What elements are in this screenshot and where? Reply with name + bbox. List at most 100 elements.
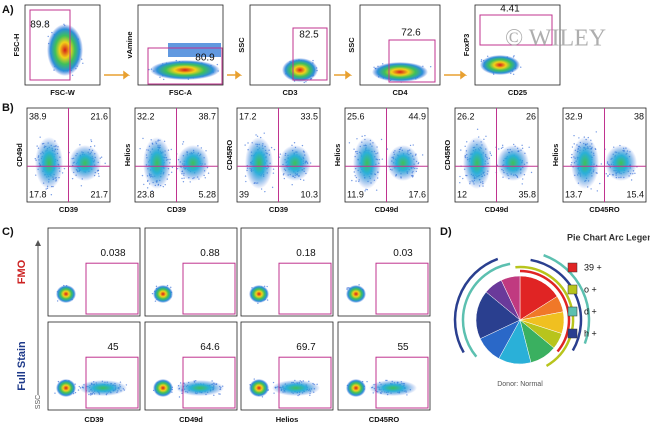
event-dot bbox=[573, 143, 575, 145]
event-dot bbox=[61, 172, 64, 174]
pie-arc bbox=[519, 269, 571, 353]
events bbox=[56, 284, 76, 303]
event-dot bbox=[100, 156, 103, 158]
gate bbox=[29, 9, 71, 81]
x-axis-label: CD39 bbox=[59, 205, 78, 214]
plot-frame bbox=[337, 227, 431, 317]
event-dot bbox=[466, 141, 468, 143]
event-dot bbox=[513, 55, 515, 57]
event-dot bbox=[502, 146, 504, 149]
event-dot bbox=[50, 194, 53, 196]
event-dot bbox=[355, 180, 357, 182]
event-dot bbox=[600, 163, 603, 165]
events bbox=[54, 379, 77, 397]
event-dot bbox=[480, 59, 483, 61]
event-dot bbox=[151, 190, 153, 192]
events bbox=[139, 137, 174, 192]
density bbox=[153, 285, 173, 303]
x-axis-label: CD4 bbox=[392, 88, 408, 97]
event-dot bbox=[312, 59, 314, 62]
density bbox=[605, 145, 637, 181]
event-dot bbox=[80, 185, 83, 187]
event-dot bbox=[353, 148, 355, 150]
event-dot bbox=[301, 144, 304, 147]
density bbox=[56, 379, 76, 397]
event-dot bbox=[464, 145, 466, 148]
gate bbox=[182, 356, 236, 409]
y-axis-label: vAmine bbox=[125, 31, 134, 58]
gate-value: 55 bbox=[397, 342, 409, 353]
event-dot bbox=[522, 178, 524, 180]
density bbox=[47, 24, 83, 76]
event-dot bbox=[141, 174, 144, 177]
event-dot bbox=[93, 145, 96, 147]
event-dot bbox=[162, 78, 165, 81]
row-label: Full Stain bbox=[16, 341, 28, 391]
event-dot bbox=[244, 144, 246, 146]
event-dot bbox=[309, 394, 311, 397]
event-dot bbox=[571, 146, 574, 148]
gate-value: 0.03 bbox=[393, 248, 413, 259]
event-dot bbox=[573, 134, 575, 137]
quadrant-value: 39 bbox=[239, 189, 249, 199]
pie-arc bbox=[515, 265, 575, 367]
event-dot bbox=[373, 66, 375, 68]
event-dot bbox=[266, 299, 269, 301]
event-dot bbox=[303, 179, 305, 181]
gate bbox=[278, 356, 332, 409]
event-dot bbox=[578, 137, 580, 139]
event-dot bbox=[512, 73, 515, 76]
plot-frame bbox=[144, 321, 238, 411]
event-dot bbox=[170, 148, 172, 151]
x-axis-label: CD45RO bbox=[369, 415, 400, 424]
legend-title: Pie Chart Arc Legend bbox=[567, 232, 650, 242]
event-dot bbox=[45, 188, 47, 190]
density bbox=[272, 380, 320, 396]
gate-value: 0.88 bbox=[200, 248, 220, 259]
flow-arrow bbox=[444, 70, 468, 80]
event-dot bbox=[528, 146, 530, 148]
pie-arc bbox=[461, 262, 511, 358]
density bbox=[497, 145, 529, 181]
event-dot bbox=[142, 137, 144, 140]
event-dot bbox=[35, 174, 37, 176]
gate-value: 89.8 bbox=[30, 20, 50, 31]
gate-value: 82.5 bbox=[299, 30, 319, 41]
event-dot bbox=[270, 146, 273, 149]
gate bbox=[85, 356, 139, 409]
event-dot bbox=[36, 145, 38, 147]
event-dot bbox=[151, 292, 154, 295]
event-dot bbox=[512, 56, 515, 58]
gate bbox=[278, 262, 332, 315]
plot-frame bbox=[47, 227, 141, 317]
y-axis-label: CD45RO bbox=[225, 140, 234, 171]
legend-label: 39 + bbox=[584, 262, 602, 272]
event-dot bbox=[266, 285, 268, 288]
flow-arrow bbox=[334, 70, 353, 80]
event-dot bbox=[521, 183, 523, 185]
x-axis-label: CD3 bbox=[282, 88, 297, 97]
quadrant-value: 12 bbox=[457, 189, 467, 199]
y-axis-label: SSC bbox=[347, 37, 356, 53]
events bbox=[278, 142, 312, 186]
gate-value: 64.6 bbox=[200, 342, 220, 353]
density bbox=[387, 145, 419, 181]
event-dot bbox=[351, 179, 353, 182]
x-axis-label: CD25 bbox=[508, 88, 527, 97]
event-dot bbox=[74, 391, 77, 394]
event-dot bbox=[271, 186, 274, 189]
event-dot bbox=[607, 175, 609, 178]
x-axis-label: CD49d bbox=[375, 205, 399, 214]
density bbox=[245, 137, 273, 189]
events bbox=[348, 134, 384, 192]
y-axis-label: SSC bbox=[237, 37, 246, 53]
event-dot bbox=[90, 139, 92, 141]
density bbox=[56, 285, 76, 303]
y-axis-label: CD49d bbox=[15, 143, 24, 167]
donor-label: Donor: Normal bbox=[497, 381, 543, 388]
event-dot bbox=[247, 142, 249, 144]
legend-label: o + bbox=[584, 284, 597, 294]
y-axis-label: FSC-H bbox=[12, 34, 21, 57]
events bbox=[176, 380, 224, 398]
quadrant-value: 17.8 bbox=[29, 189, 47, 199]
